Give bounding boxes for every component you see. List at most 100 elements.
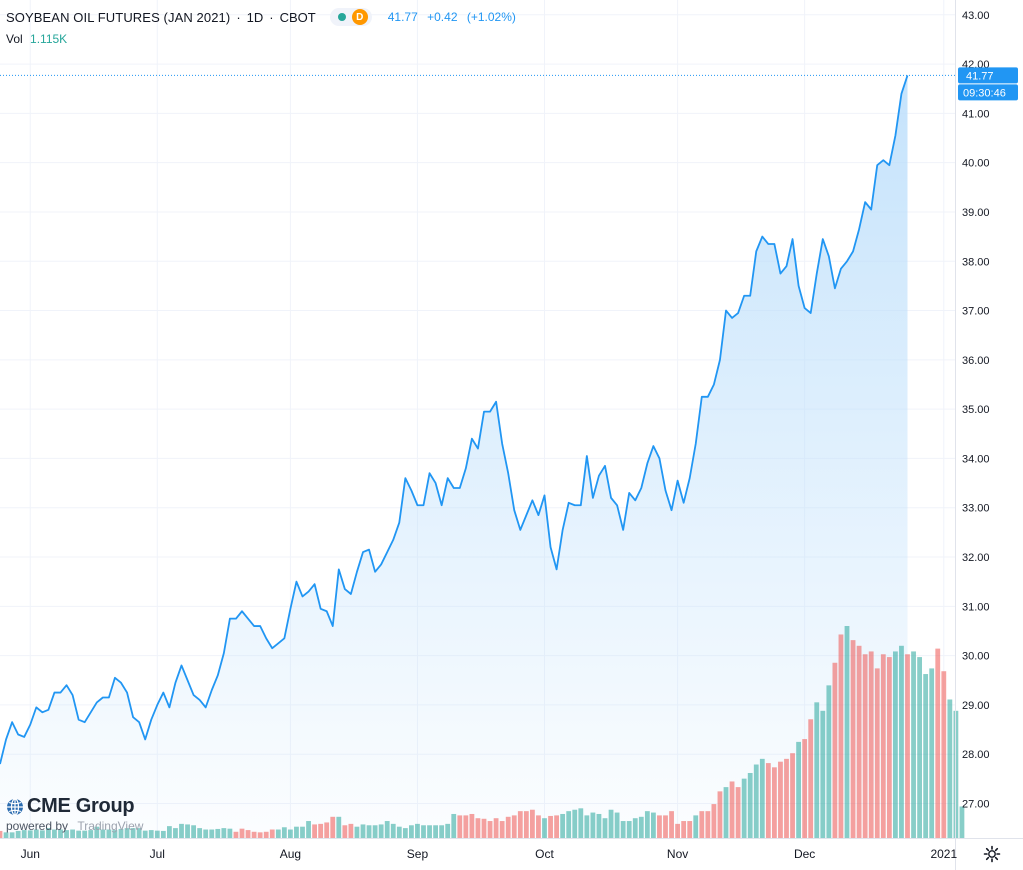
volume-bar — [832, 662, 838, 838]
volume-bar — [663, 815, 668, 838]
volume-bar — [578, 808, 584, 838]
volume-bar — [693, 815, 699, 838]
volume-bar — [747, 772, 753, 838]
volume-bar — [185, 824, 190, 838]
volume-bar — [554, 815, 559, 838]
volume-bar — [366, 825, 372, 838]
legend-separator-dot-2: · — [269, 9, 274, 25]
volume-bar — [929, 668, 935, 838]
price-line — [0, 75, 909, 765]
volume-bar — [378, 824, 384, 838]
volume-bar — [197, 828, 203, 838]
volume-bar — [281, 827, 287, 838]
market-status[interactable]: D — [329, 8, 372, 26]
volume-bar — [227, 828, 233, 838]
volume-bar — [808, 719, 814, 838]
volume-bar — [517, 811, 523, 838]
interval-label[interactable]: 1D — [246, 9, 264, 25]
volume-bar — [275, 829, 281, 838]
volume-bar — [27, 830, 33, 838]
volume-bar — [669, 811, 674, 838]
volume-bar — [493, 818, 499, 838]
tradingview-label[interactable]: TradingView — [77, 819, 144, 833]
volume-bar — [390, 823, 396, 838]
volume-bar — [3, 832, 9, 838]
volume-bar — [741, 778, 747, 838]
gear-icon[interactable] — [982, 844, 1002, 864]
volume-bar — [941, 671, 947, 838]
volume-bar — [58, 829, 63, 838]
volume-bar — [826, 685, 832, 838]
volume-bar — [118, 828, 124, 838]
volume-bar — [173, 828, 178, 838]
volume-bar — [70, 829, 75, 838]
volume-bar — [348, 823, 354, 838]
legend-separator-dot: · — [236, 9, 241, 25]
volume-bar — [360, 824, 366, 838]
volume-bar — [88, 830, 94, 838]
volume-bar — [796, 741, 801, 838]
y-tick-label: 29.00 — [962, 700, 990, 712]
powered-by[interactable]: powered by TradingView — [6, 819, 143, 833]
volume-bar — [856, 645, 862, 838]
volume-bar — [39, 830, 45, 838]
volume-bar — [336, 816, 342, 838]
volume-bar — [917, 657, 922, 838]
branding[interactable]: CME Group powered by TradingView — [6, 795, 143, 833]
x-tick-label: Oct — [535, 847, 554, 861]
volume-bar — [148, 830, 154, 838]
volume-bar — [427, 825, 432, 838]
volume-bar — [838, 634, 844, 838]
volume-bar — [536, 815, 541, 838]
volume-bar — [505, 816, 511, 838]
volume-bar — [814, 702, 820, 838]
volume-bar — [251, 831, 257, 838]
volume-bar — [784, 758, 789, 838]
volume-bar — [306, 821, 311, 838]
volume-bar — [905, 654, 910, 838]
volume-bar — [263, 831, 269, 838]
volume-bar — [644, 811, 650, 838]
volume-bar — [886, 657, 892, 838]
volume-bar — [342, 825, 348, 838]
volume-bar — [868, 651, 874, 838]
volume-bar — [759, 758, 765, 838]
cme-logo: CME Group — [6, 795, 143, 818]
volume-bar — [899, 645, 904, 838]
x-tick-label: Sep — [407, 847, 429, 861]
time-axis[interactable]: Jun Jul Aug Sep Oct Nov Dec 2021 — [21, 847, 958, 861]
volume-bar — [233, 831, 239, 838]
volume-value: 1.115K — [30, 32, 68, 46]
volume-bar — [687, 821, 693, 838]
symbol-title[interactable]: SOYBEAN OIL FUTURES (JAN 2021) — [6, 9, 231, 25]
volume-bar — [790, 753, 795, 838]
volume-bar — [312, 824, 317, 838]
volume-bar — [632, 818, 638, 838]
volume-bar — [862, 654, 868, 838]
volume-bar — [136, 828, 142, 838]
volume-bar — [602, 818, 608, 838]
volume-bar — [911, 651, 916, 838]
volume-bar — [590, 812, 596, 838]
last-price-value: 41.77 — [966, 70, 994, 82]
volume-bar — [711, 804, 717, 838]
volume-bar — [324, 822, 330, 838]
volume-bar — [681, 821, 687, 838]
volume-bar — [675, 823, 680, 838]
y-tick-label: 33.00 — [962, 503, 990, 515]
volume-bar — [209, 829, 215, 838]
volume-bar — [154, 830, 160, 838]
price-area — [0, 75, 908, 839]
y-tick-label: 41.00 — [962, 108, 990, 120]
volume-label[interactable]: Vol — [6, 32, 23, 46]
volume-bar — [330, 816, 336, 838]
volume-bar — [451, 813, 457, 838]
delayed-data-badge[interactable]: D — [351, 9, 368, 25]
volume-bar — [880, 654, 886, 838]
volume-bar — [64, 830, 69, 838]
price-axis[interactable]: 27.00 28.00 29.00 30.00 31.00 32.00 33.00 34.00… — [962, 10, 990, 811]
volume-bar — [463, 815, 469, 838]
x-tick-label: Jun — [21, 847, 40, 861]
